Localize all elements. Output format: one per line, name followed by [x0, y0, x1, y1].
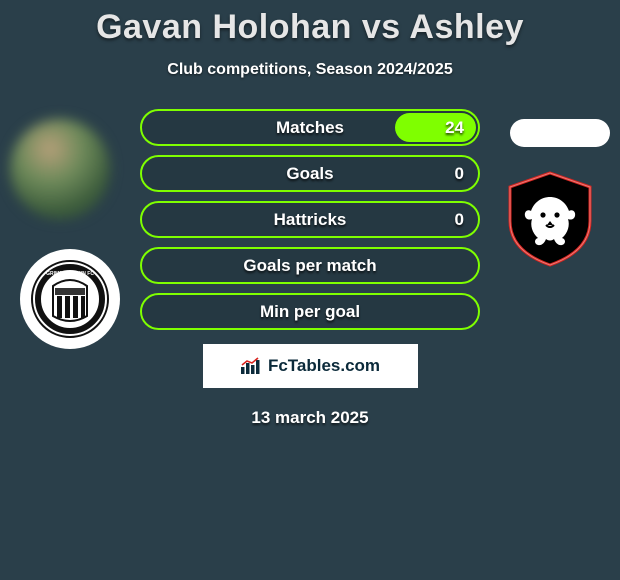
brand-text: FcTables.com [268, 356, 380, 376]
player-left-avatar [10, 119, 110, 219]
stat-label: Matches [276, 118, 344, 138]
comparison-card: Gavan Holohan vs Ashley Club competition… [0, 0, 620, 428]
stat-label: Goals [286, 164, 333, 184]
club-left-badge: GRIMSBY TOWN FC [20, 249, 120, 349]
chart-icon [240, 357, 262, 375]
stat-bar-goals: Goals 0 [140, 155, 480, 192]
stat-right-value: 0 [455, 210, 464, 230]
salford-badge-icon [500, 169, 600, 269]
page-title: Gavan Holohan vs Ashley [0, 8, 620, 47]
date-text: 13 march 2025 [20, 408, 600, 428]
club-right-badge [500, 169, 600, 269]
stat-bar-hattricks: Hattricks 0 [140, 201, 480, 238]
stat-bar-matches: Matches 24 [140, 109, 480, 146]
stat-bar-min-per-goal: Min per goal [140, 293, 480, 330]
stat-bar-goals-per-match: Goals per match [140, 247, 480, 284]
footer-brand-badge[interactable]: FcTables.com [203, 344, 418, 388]
page-subtitle: Club competitions, Season 2024/2025 [0, 61, 620, 79]
content-area: GRIMSBY TOWN FC Matches 24 [0, 109, 620, 428]
stat-bars: Matches 24 Goals 0 Hattricks 0 Goals per… [140, 109, 480, 330]
stat-label: Hattricks [274, 210, 347, 230]
grimsby-badge-icon: GRIMSBY TOWN FC [31, 260, 109, 338]
stat-right-value: 24 [445, 118, 464, 138]
stat-label: Goals per match [243, 256, 376, 276]
svg-text:GRIMSBY TOWN FC: GRIMSBY TOWN FC [46, 271, 94, 277]
stat-label: Min per goal [260, 302, 360, 322]
stat-right-value: 0 [455, 164, 464, 184]
player-right-avatar [510, 119, 610, 147]
